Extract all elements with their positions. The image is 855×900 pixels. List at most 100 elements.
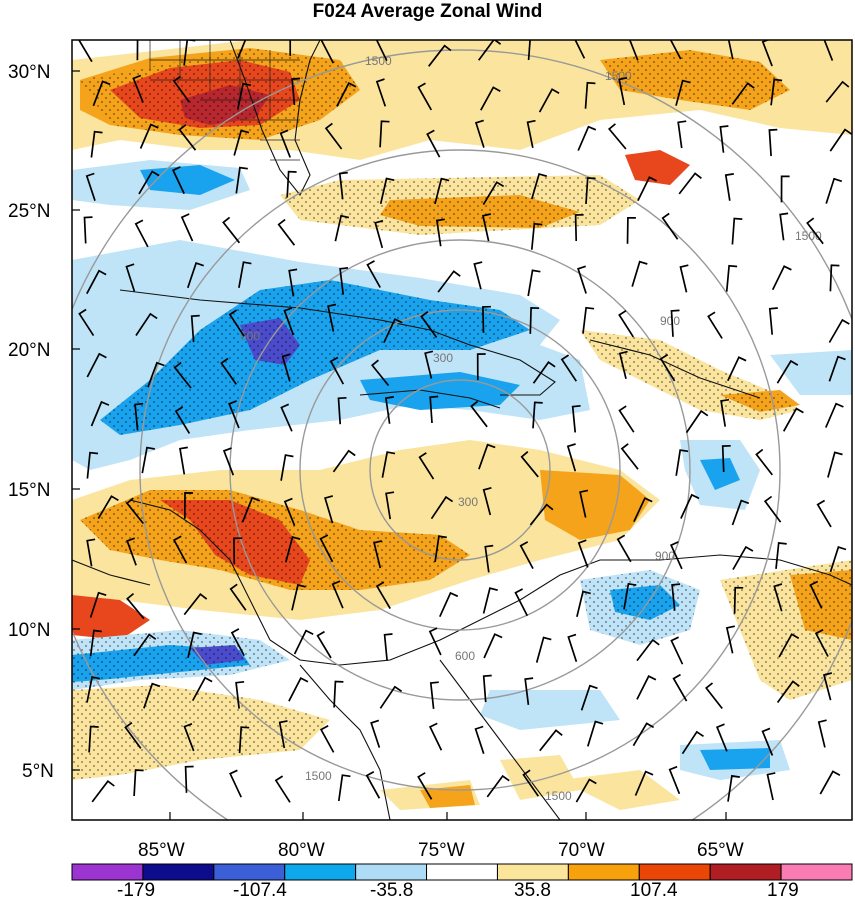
colorbar-swatch xyxy=(638,863,711,881)
lat-label-10n: 10°N xyxy=(8,620,50,641)
wind-barb xyxy=(284,536,301,563)
wind-barb xyxy=(771,265,792,291)
ring-label: 300 xyxy=(458,495,478,509)
wind-barb xyxy=(238,261,252,288)
wind-barb xyxy=(724,173,734,201)
wind-barb xyxy=(229,583,247,611)
wind-barb xyxy=(526,119,536,148)
wind-barb xyxy=(582,306,595,334)
wind-barb xyxy=(539,729,563,752)
wind-barb xyxy=(434,177,450,205)
wind-barb xyxy=(481,213,491,242)
wind-barb xyxy=(174,406,191,434)
wind-barb xyxy=(86,269,107,295)
wind-barb xyxy=(279,129,291,158)
wind-barb xyxy=(329,356,345,385)
wind-barb xyxy=(86,676,101,703)
ring-label: 300 xyxy=(433,351,453,365)
wind-barb xyxy=(719,125,729,153)
wind-barb xyxy=(535,636,552,663)
wind-barb xyxy=(373,540,383,569)
wind-barb xyxy=(631,260,648,287)
wind-barb xyxy=(586,720,604,747)
wind-barb xyxy=(125,263,136,292)
wind-barb xyxy=(233,537,242,565)
wind-barb xyxy=(482,674,492,703)
wind-barb xyxy=(429,681,439,709)
wind-barb xyxy=(636,638,660,662)
colorbar-swatch xyxy=(567,863,640,881)
colorbar-swatch xyxy=(284,863,357,881)
wind-barb xyxy=(825,402,844,428)
wind-barb xyxy=(482,305,491,333)
colorbar-swatch xyxy=(355,863,428,881)
wind-barb xyxy=(782,407,804,432)
wind-barb xyxy=(715,723,728,752)
wind-barb xyxy=(725,264,738,292)
wind-barb xyxy=(132,74,144,103)
wind-barb xyxy=(607,123,627,150)
wind-barb xyxy=(133,633,157,657)
wind-barb xyxy=(825,80,850,103)
colorbar-label: 35.8 xyxy=(514,880,551,900)
wind-barb xyxy=(383,633,393,661)
wind-barb xyxy=(574,40,586,59)
wind-barb xyxy=(172,535,188,564)
wind-barb xyxy=(83,216,93,244)
wind-barb xyxy=(281,353,291,382)
wind-barb xyxy=(371,359,390,387)
colorbar-label: 179 xyxy=(767,880,799,900)
range-ring-labels: 300 300 600 600 900 900 1500 1500 1500 1… xyxy=(240,54,822,803)
wind-barb xyxy=(126,592,145,620)
wind-barb xyxy=(636,675,657,700)
wind-barb xyxy=(571,404,581,433)
wind-barb xyxy=(139,123,159,149)
wind-barb xyxy=(92,80,111,107)
wind-barb xyxy=(707,311,723,339)
wind-barb xyxy=(766,772,776,801)
wind-barb xyxy=(763,495,782,523)
wind-barb xyxy=(366,260,381,288)
wind-barb xyxy=(280,403,293,432)
wind-barb xyxy=(324,122,343,150)
wind-barb xyxy=(524,677,534,706)
wind-barb xyxy=(580,684,598,711)
wind-barb xyxy=(626,216,636,244)
wind-barb xyxy=(143,682,161,709)
wind-barb xyxy=(379,120,390,148)
wind-barb xyxy=(222,216,241,244)
wind-barb xyxy=(538,88,560,113)
wind-barb xyxy=(277,218,296,246)
wind-barb xyxy=(679,264,689,293)
wind-barb xyxy=(134,402,144,431)
wind-barb xyxy=(618,76,628,106)
wind-barb xyxy=(829,128,852,152)
wind-barb xyxy=(823,40,834,61)
wind-barb xyxy=(379,685,403,709)
wind-barb xyxy=(576,590,591,617)
wind-barb xyxy=(476,353,486,381)
wind-barb xyxy=(89,629,102,657)
colorbar-label: -107.4 xyxy=(233,880,287,900)
wind-barb xyxy=(633,497,653,523)
wind-barb xyxy=(727,774,740,802)
wind-barb xyxy=(482,181,505,206)
wind-barb xyxy=(577,265,587,294)
wind-barb xyxy=(778,633,800,658)
wind-barb xyxy=(278,720,288,749)
coastlines xyxy=(72,40,852,820)
wind-barb xyxy=(187,631,202,658)
wind-barb xyxy=(183,492,194,519)
wind-barb xyxy=(186,262,204,289)
wind-barb xyxy=(233,129,250,156)
ring-label: 600 xyxy=(240,329,260,343)
wind-barb xyxy=(417,82,433,111)
wind-barb xyxy=(316,630,332,659)
lon-label-85w: 85°W xyxy=(138,840,185,861)
wind-barb xyxy=(220,357,237,385)
wind-barb xyxy=(86,352,107,378)
wind-barb xyxy=(286,170,297,198)
wind-barb xyxy=(222,447,235,476)
wind-barb xyxy=(237,40,247,59)
wind-barb xyxy=(529,503,554,526)
